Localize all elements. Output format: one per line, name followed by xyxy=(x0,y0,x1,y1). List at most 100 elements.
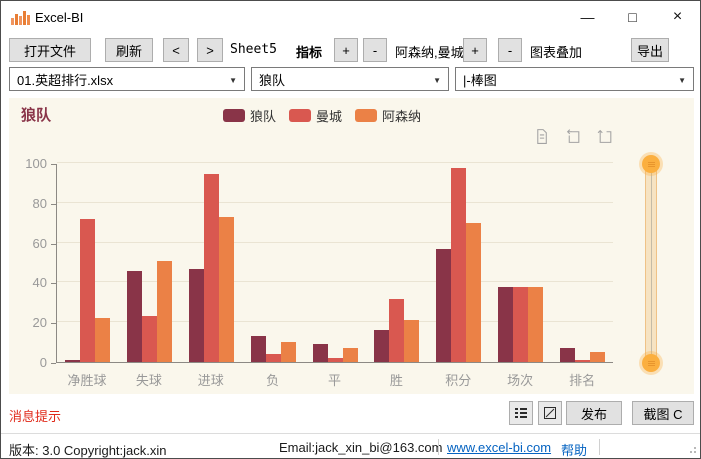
y-axis-label: 80 xyxy=(32,195,47,211)
x-axis-label: 负 xyxy=(266,373,280,388)
save-image-icon[interactable] xyxy=(597,128,614,148)
datazoom-handle-bottom[interactable] xyxy=(642,354,660,372)
titlebar: Excel-BI — □ × xyxy=(1,1,700,33)
datazoom-handle-top[interactable] xyxy=(642,155,660,173)
chart-panel: 狼队 狼队 曼城 阿森纳 0 20 40 60 80 100 xyxy=(9,98,694,394)
bar-group xyxy=(428,164,490,362)
bar-曼城-失球 xyxy=(142,316,158,362)
bar-group xyxy=(551,164,613,362)
data-view-icon[interactable] xyxy=(533,128,550,148)
bar-狼队-负 xyxy=(250,336,266,362)
screenshot-button[interactable]: 截图 C xyxy=(632,401,694,425)
bar-阿森纳-负 xyxy=(280,342,296,362)
chart-type-select[interactable]: |-棒图 ▼ xyxy=(455,67,694,91)
x-axis-label: 积分 xyxy=(445,373,472,388)
y-axis-label: 40 xyxy=(32,275,47,291)
legend-swatch xyxy=(289,109,312,122)
chevron-down-icon: ▼ xyxy=(433,76,441,85)
bar-阿森纳-胜 xyxy=(404,320,420,362)
legend-item-曼城[interactable]: 曼城 xyxy=(289,106,342,125)
statusbar: 版本: 3.0 Copyright:jack.xin Email:jack_xi… xyxy=(1,433,700,458)
y-axis-tick xyxy=(51,164,56,165)
y-axis-tick xyxy=(51,283,56,285)
datazoom-slider[interactable] xyxy=(642,155,660,372)
bar-阿森纳-场次 xyxy=(527,286,543,362)
indicator-add-button[interactable]: + xyxy=(334,38,358,62)
x-axis-label: 净胜球 xyxy=(67,373,107,388)
bar-group xyxy=(366,164,428,362)
datazoom-centerline xyxy=(651,164,652,363)
indicator-remove-button[interactable]: - xyxy=(363,38,387,62)
bar-曼城-场次 xyxy=(512,286,528,362)
y-axis-tick xyxy=(51,203,56,205)
maximize-button[interactable]: □ xyxy=(628,9,637,25)
gridline xyxy=(57,321,613,323)
bar-阿森纳-平 xyxy=(342,348,358,362)
bottom-controls: 消息提示 发布 截图 C xyxy=(1,399,700,429)
bar-group xyxy=(57,164,119,362)
next-sheet-button[interactable]: > xyxy=(197,38,223,62)
bar-曼城-负 xyxy=(265,354,281,362)
overlay-add-button[interactable]: + xyxy=(463,38,487,62)
x-axis-label: 失球 xyxy=(135,373,162,388)
legend-item-阿森纳[interactable]: 阿森纳 xyxy=(355,106,421,125)
x-axis-label: 场次 xyxy=(507,373,534,388)
bar-狼队-进球 xyxy=(188,268,204,362)
bar-曼城-胜 xyxy=(389,298,405,362)
overlay-label: 图表叠加 xyxy=(530,45,583,60)
bar-狼队-平 xyxy=(312,344,328,362)
x-axis: 净胜球 失球 进球 负 平 胜 积分 场次 排名 xyxy=(56,370,613,389)
overlay-remove-button[interactable]: - xyxy=(498,38,522,62)
message-label: 消息提示 xyxy=(9,409,62,424)
statusbar-divider xyxy=(438,439,439,455)
legend-label: 阿森纳 xyxy=(382,109,422,124)
website-link[interactable]: www.excel-bi.com xyxy=(447,440,552,455)
close-button[interactable]: × xyxy=(672,8,683,25)
bar-group xyxy=(181,164,243,362)
refresh-button[interactable]: 刷新 xyxy=(105,38,153,62)
y-axis-label: 0 xyxy=(39,355,47,370)
team-select[interactable]: 狼队 ▼ xyxy=(251,67,449,91)
email-label: Email:jack_xin_bi@163.com xyxy=(279,440,443,455)
legend-swatch xyxy=(355,109,378,122)
y-axis-label: 100 xyxy=(25,156,47,171)
publish-button[interactable]: 发布 xyxy=(566,401,622,425)
gridline xyxy=(57,281,613,283)
open-file-button[interactable]: 打开文件 xyxy=(9,38,91,62)
y-axis-label: 20 xyxy=(32,315,47,331)
bar-group xyxy=(489,164,551,362)
bar-group xyxy=(119,164,181,362)
restore-icon[interactable] xyxy=(565,128,582,148)
bar-曼城-净胜球 xyxy=(80,219,96,362)
chart-type-select-value: |-棒图 xyxy=(463,72,497,88)
y-axis-tick xyxy=(51,323,56,325)
file-select[interactable]: 01.英超排行.xlsx ▼ xyxy=(9,67,245,91)
bar-阿森纳-进球 xyxy=(218,217,234,362)
resize-grip-icon[interactable] xyxy=(687,447,696,456)
bar-chart-icon xyxy=(11,10,30,28)
crop-button[interactable] xyxy=(538,401,562,425)
chart-legend: 狼队 曼城 阿森纳 xyxy=(223,106,421,125)
toolbar: 打开文件 刷新 < > Sheet5 指标 + - 阿森纳,曼城 + - 图表叠… xyxy=(1,38,700,63)
x-axis-label: 胜 xyxy=(389,373,403,388)
bar-狼队-失球 xyxy=(127,270,143,362)
file-select-value: 01.英超排行.xlsx xyxy=(17,72,114,88)
legend-item-狼队[interactable]: 狼队 xyxy=(223,106,276,125)
plot-area xyxy=(56,162,613,363)
bar-曼城-平 xyxy=(327,358,343,362)
export-button[interactable]: 导出 xyxy=(631,38,669,62)
help-link[interactable]: 帮助 xyxy=(561,443,588,458)
legend-label: 狼队 xyxy=(250,109,277,124)
minimize-button[interactable]: — xyxy=(580,9,595,25)
prev-sheet-button[interactable]: < xyxy=(163,38,189,62)
grid-list-button[interactable] xyxy=(509,401,533,425)
version-label: 版本: 3.0 Copyright:jack.xin xyxy=(9,443,167,458)
team-select-value: 狼队 xyxy=(259,72,286,88)
gridline xyxy=(57,201,613,203)
bar-曼城-进球 xyxy=(203,173,219,362)
bar-group xyxy=(304,164,366,362)
bar-狼队-胜 xyxy=(374,330,390,362)
grid-list-icon xyxy=(515,408,527,418)
bar-狼队-排名 xyxy=(559,348,575,362)
